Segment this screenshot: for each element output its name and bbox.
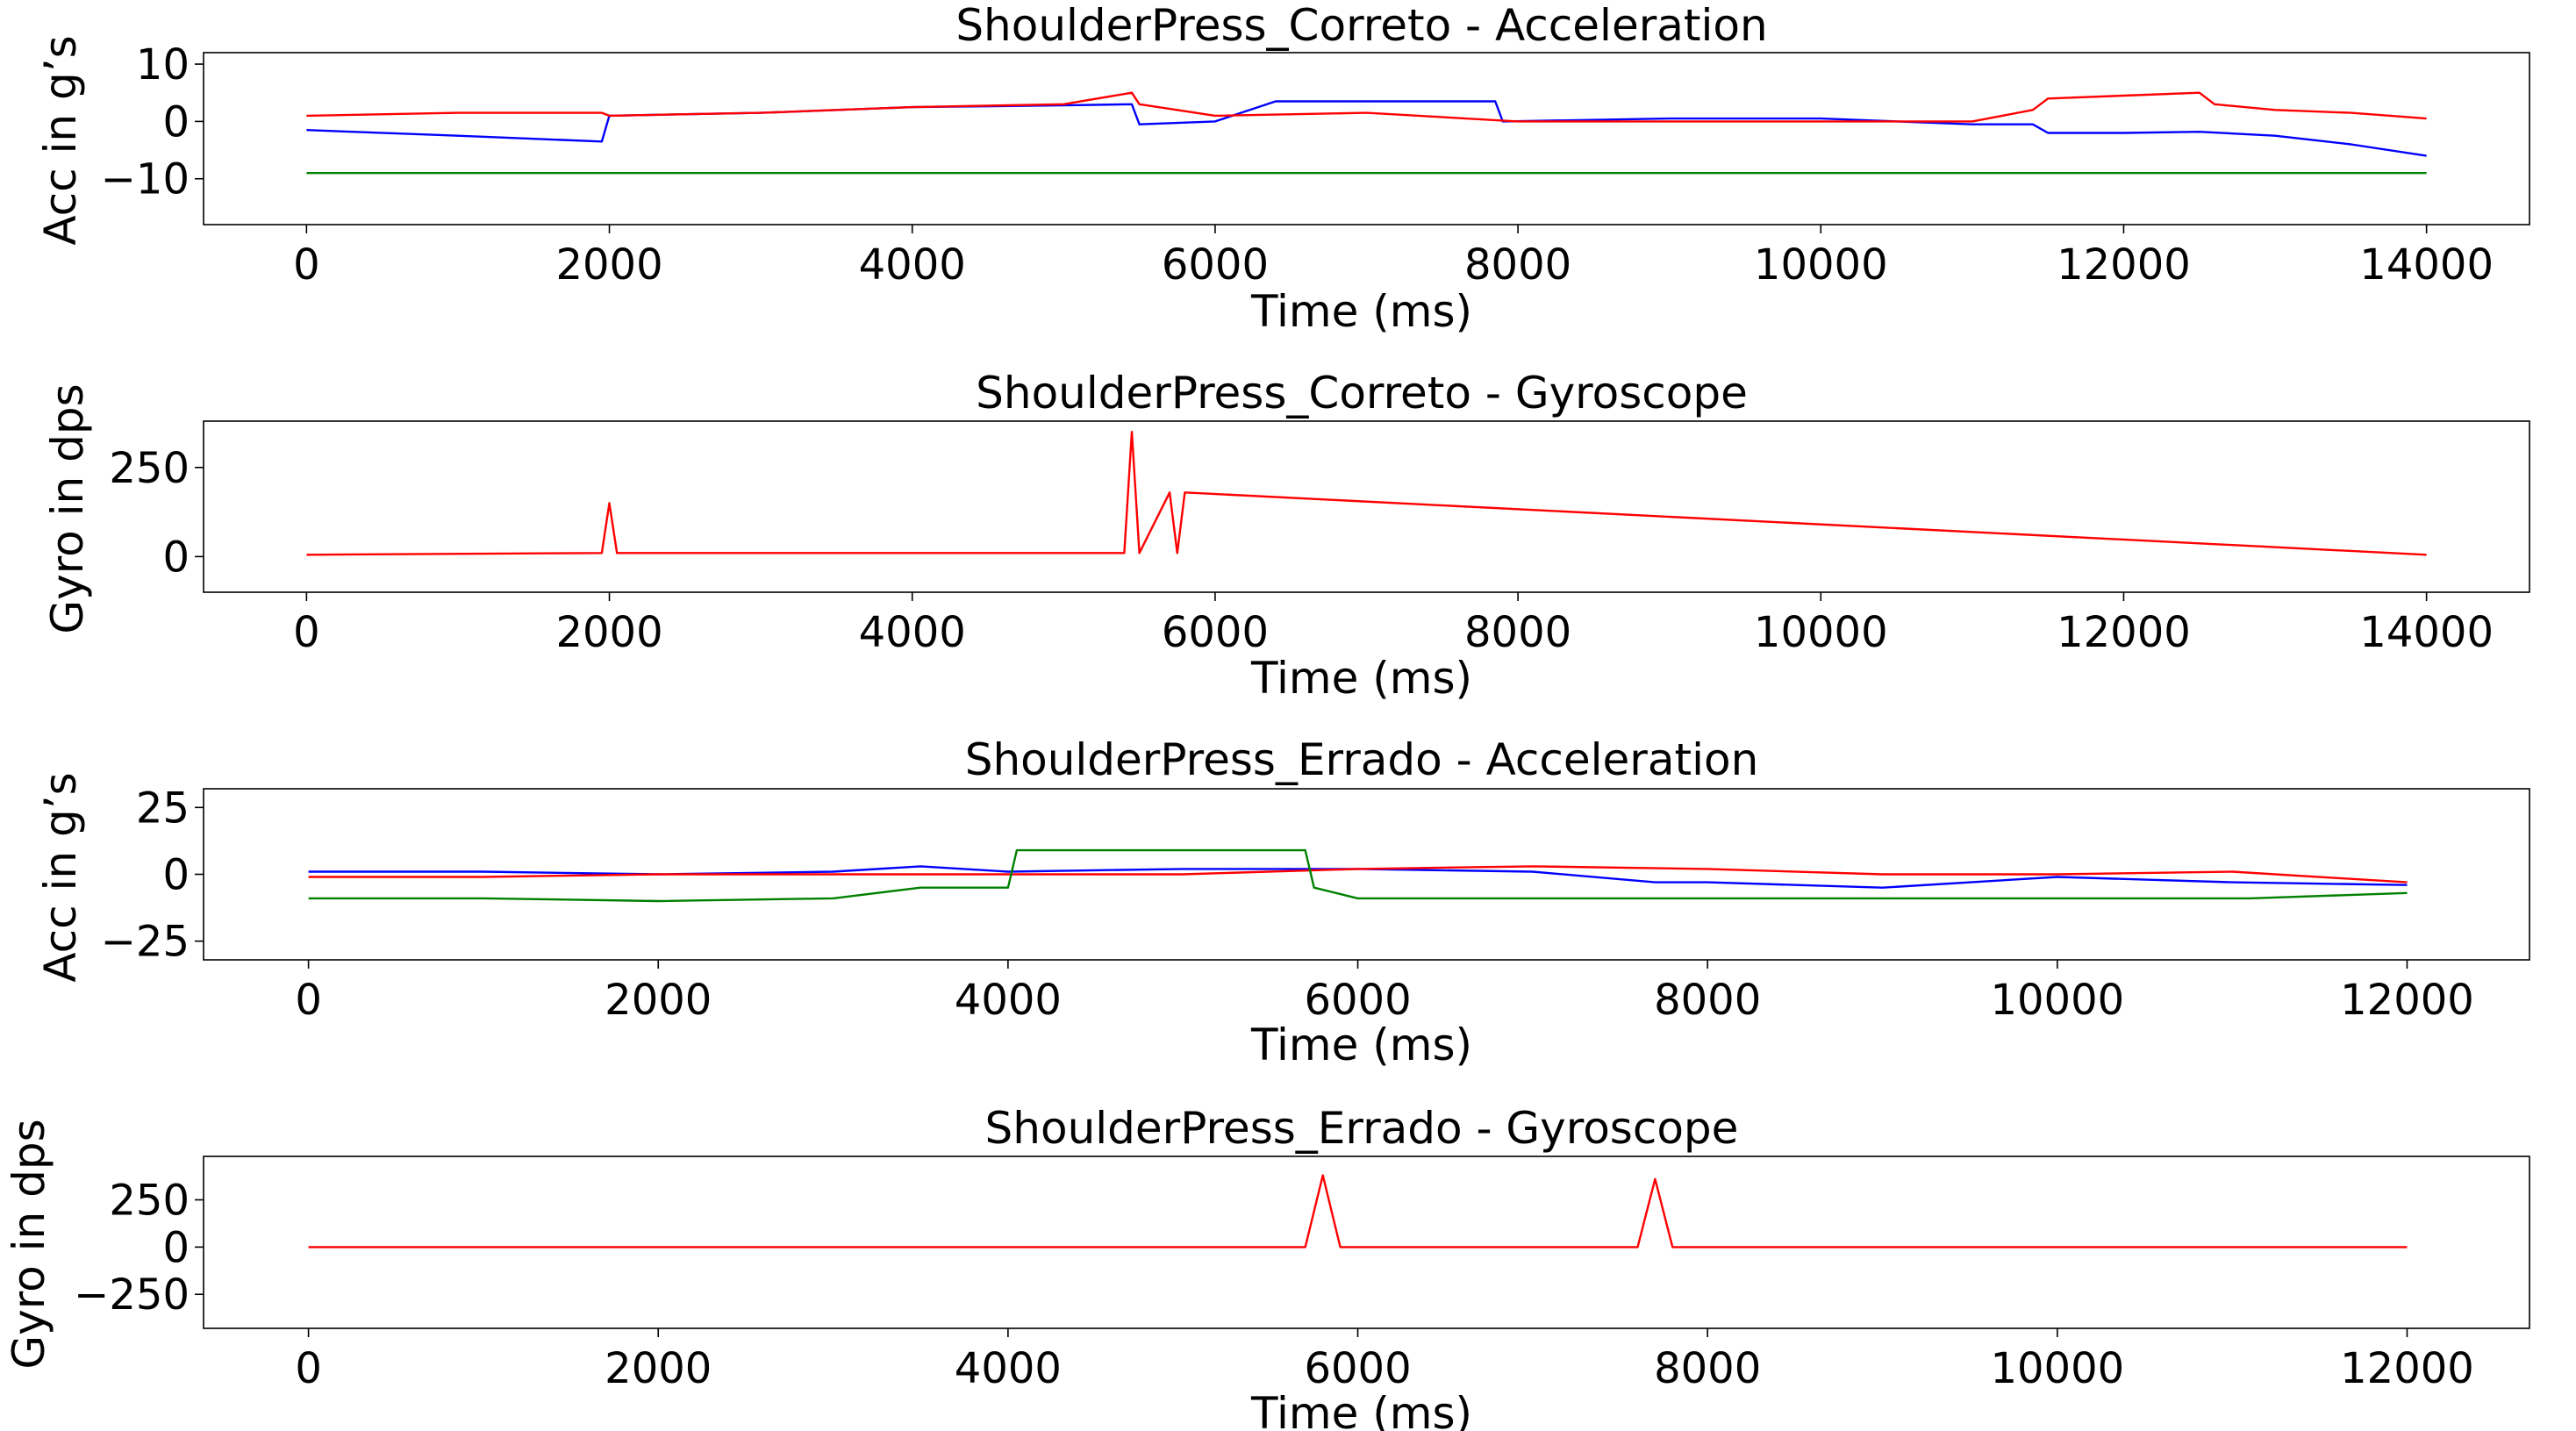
y-axis-label: Acc in g’s — [35, 772, 86, 982]
x-tick-label: 4000 — [859, 240, 966, 290]
series-line-1 — [308, 865, 2408, 884]
x-tick-label: 6000 — [1162, 240, 1269, 290]
x-tick-label: 12000 — [2340, 976, 2474, 1025]
x-tick-label: 0 — [293, 608, 320, 657]
panel-correto-acceleration: ShoulderPress_Correto - Acceleration Acc… — [35, 0, 2530, 337]
series-line-2 — [308, 848, 2408, 903]
series-line-0 — [308, 1174, 2408, 1249]
x-tick-label: 8000 — [1464, 608, 1571, 657]
series-line-1 — [306, 91, 2427, 123]
panel-title: ShoulderPress_Errado - Gyroscope — [985, 1103, 1739, 1154]
series-line-0 — [306, 431, 2427, 556]
x-axis-label: Time (ms) — [1250, 1020, 1472, 1070]
plot-frame — [203, 1156, 2530, 1329]
x-tick-label: 10000 — [1990, 976, 2124, 1025]
panel-title: ShoulderPress_Errado - Acceleration — [965, 734, 1759, 785]
x-tick-label: 8000 — [1654, 1344, 1761, 1393]
x-tick-label: 2000 — [555, 240, 662, 290]
x-axis-label: Time (ms) — [1250, 653, 1472, 704]
x-tick-label: 6000 — [1304, 976, 1411, 1025]
x-tick-label: 14000 — [2359, 240, 2494, 290]
panel-correto-gyroscope: ShoulderPress_Correto - Gyroscope Gyro i… — [42, 368, 2530, 704]
y-tick-label: −25 — [101, 918, 190, 967]
x-tick-label: 8000 — [1654, 976, 1761, 1025]
plot-frame — [203, 420, 2530, 593]
x-tick-label: 14000 — [2359, 608, 2494, 657]
x-tick-label: 4000 — [859, 608, 966, 657]
y-axis-label: Acc in g’s — [35, 35, 86, 245]
y-tick-label: −10 — [101, 155, 190, 204]
x-tick-label: 0 — [293, 240, 320, 290]
panel-errado-gyroscope: ShoulderPress_Errado - Gyroscope Gyro in… — [4, 1103, 2530, 1431]
panel-title: ShoulderPress_Correto - Gyroscope — [976, 368, 1748, 419]
y-tick-label: 0 — [162, 533, 190, 582]
x-tick-label: 12000 — [2057, 240, 2191, 290]
y-tick-label: 25 — [136, 783, 190, 833]
y-tick-label: 0 — [162, 1223, 190, 1272]
y-tick-label: 0 — [162, 851, 190, 900]
x-tick-label: 2000 — [605, 976, 712, 1025]
series-line-0 — [306, 100, 2427, 157]
x-tick-label: 4000 — [955, 1344, 1062, 1393]
y-tick-label: 250 — [109, 1177, 190, 1226]
y-axis-label: Gyro in dps — [42, 383, 93, 633]
x-tick-label: 6000 — [1162, 608, 1269, 657]
panel-title: ShoulderPress_Correto - Acceleration — [955, 0, 1767, 51]
y-tick-label: 10 — [136, 40, 190, 89]
x-axis-label: Time (ms) — [1250, 1388, 1472, 1431]
y-tick-label: −250 — [74, 1270, 190, 1320]
x-tick-label: 2000 — [555, 608, 662, 657]
x-axis-label: Time (ms) — [1250, 286, 1472, 337]
panel-errado-acceleration: ShoulderPress_Errado - Acceleration Acc … — [35, 734, 2530, 1070]
x-tick-label: 8000 — [1464, 240, 1571, 290]
y-tick-label: 250 — [109, 444, 190, 493]
x-tick-label: 0 — [295, 976, 322, 1025]
x-tick-label: 12000 — [2057, 608, 2191, 657]
plot-frame — [203, 788, 2530, 961]
y-tick-label: 0 — [162, 97, 190, 147]
y-axis-label: Gyro in dps — [4, 1119, 54, 1369]
x-tick-label: 10000 — [1754, 608, 1888, 657]
x-tick-label: 0 — [295, 1344, 322, 1393]
x-tick-label: 10000 — [1990, 1344, 2124, 1393]
x-tick-label: 2000 — [605, 1344, 712, 1393]
x-tick-label: 4000 — [955, 976, 1062, 1025]
x-tick-label: 6000 — [1304, 1344, 1411, 1393]
x-tick-label: 10000 — [1754, 240, 1888, 290]
plot-frame — [203, 52, 2530, 225]
x-tick-label: 12000 — [2340, 1344, 2474, 1393]
